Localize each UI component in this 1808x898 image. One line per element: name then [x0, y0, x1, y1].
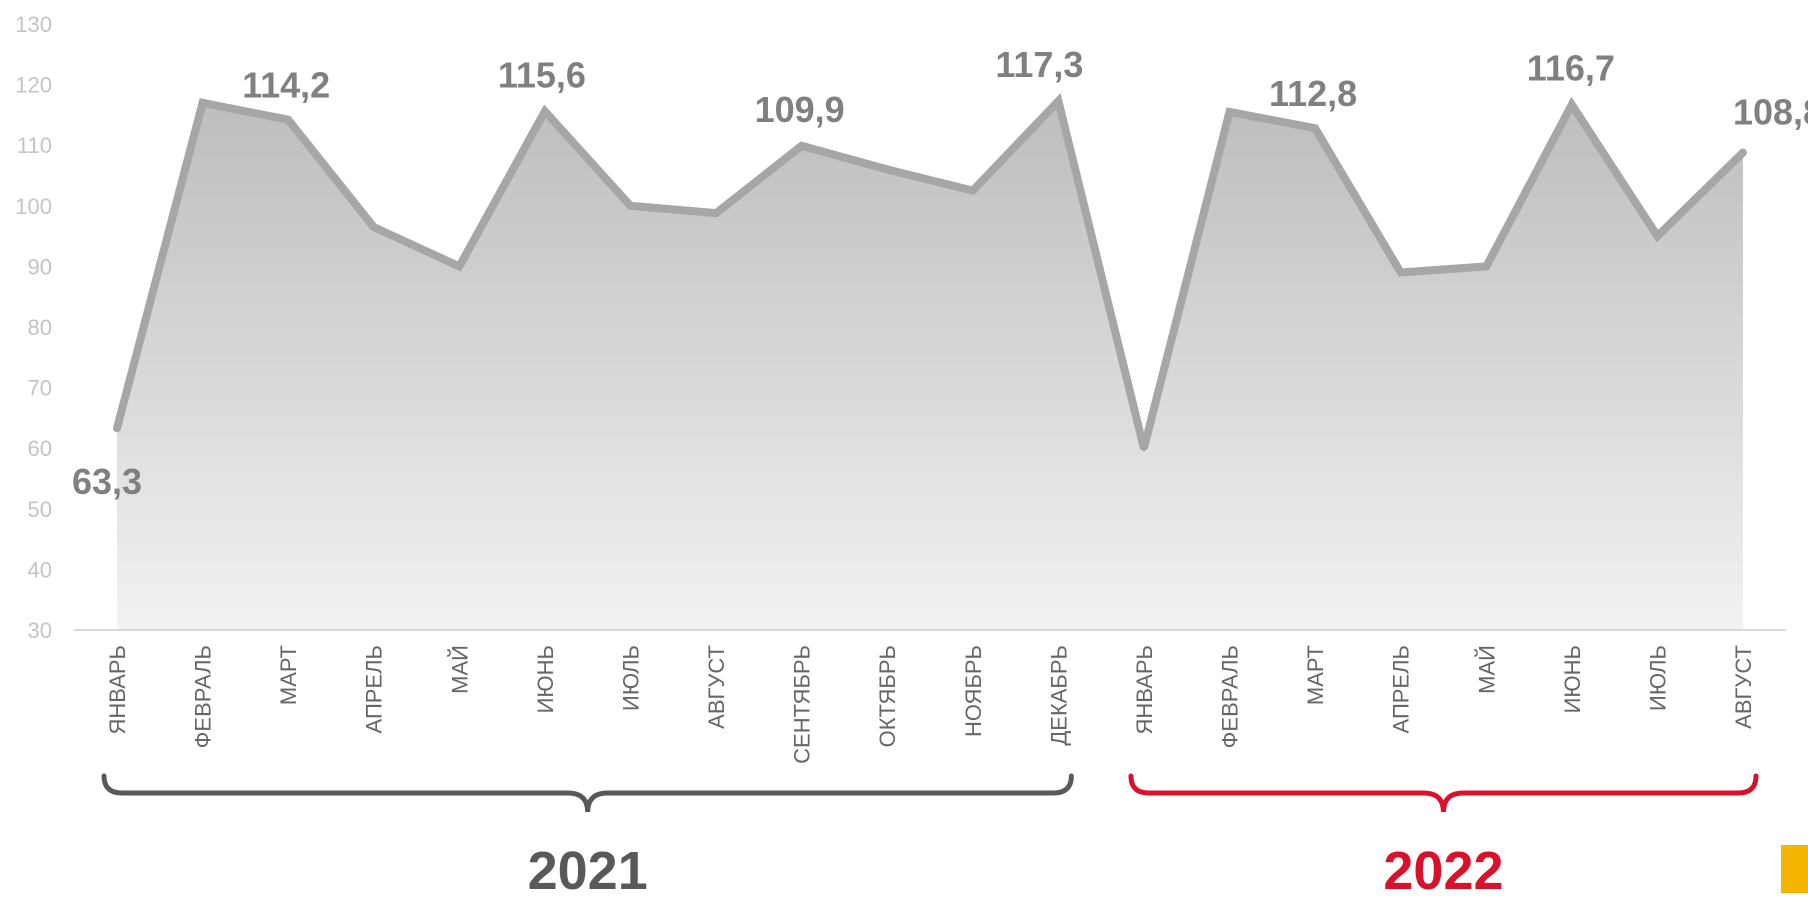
y-tick-label: 110 — [17, 133, 52, 158]
x-tick-label: ОКТЯБРЬ — [875, 645, 900, 747]
x-tick-label: ФЕВРАЛЬ — [191, 645, 216, 748]
data-point — [285, 116, 292, 123]
x-tick-label: МАРТ — [1303, 645, 1328, 705]
data-label: 117,3 — [995, 44, 1083, 85]
x-tick-label: АПРЕЛЬ — [362, 645, 387, 733]
y-tick-label: 50 — [28, 497, 52, 522]
data-point — [1312, 125, 1319, 132]
data-label: 114,2 — [242, 65, 330, 106]
x-tick-label: АВГУСТ — [704, 645, 729, 729]
group-brace — [101, 773, 1074, 813]
data-label: 115,6 — [498, 54, 586, 95]
group-brace — [1128, 773, 1759, 813]
data-point — [1226, 108, 1233, 115]
data-point — [1654, 233, 1661, 240]
data-label: 108,8 — [1733, 91, 1808, 132]
x-tick-label: ИЮЛЬ — [1645, 645, 1670, 711]
y-tick-label: 100 — [15, 194, 52, 219]
x-tick-label: АПРЕЛЬ — [1389, 645, 1414, 733]
group-label: 2021 — [528, 841, 648, 893]
data-point — [969, 187, 976, 194]
x-tick-label: ФЕВРАЛЬ — [1218, 645, 1243, 748]
data-point — [1397, 269, 1404, 276]
year-groups: 2021 2022 — [101, 773, 1759, 898]
data-label: 116,7 — [1527, 48, 1615, 89]
data-point — [798, 142, 805, 149]
data-point — [114, 425, 120, 432]
x-tick-label: МАЙ — [447, 645, 472, 694]
y-tick-label: 80 — [28, 315, 52, 340]
data-point — [1055, 97, 1062, 104]
data-label: 109,9 — [755, 89, 845, 130]
y-tick-label: 90 — [28, 254, 52, 279]
y-tick-label: 40 — [28, 557, 52, 582]
y-axis: 130 120 110 100 90 80 70 60 50 40 30 — [15, 12, 52, 643]
series-area — [117, 101, 1743, 630]
data-point — [1568, 101, 1575, 108]
group-label: 2022 — [1383, 841, 1503, 893]
data-point — [627, 202, 634, 209]
y-tick-label: 120 — [15, 73, 52, 98]
x-tick-label: ЯНВАРЬ — [105, 645, 130, 735]
y-tick-label: 130 — [15, 12, 52, 37]
series-line-layer — [113, 92, 1747, 452]
y-tick-label: 30 — [28, 618, 52, 643]
data-point — [199, 99, 206, 106]
x-tick-label: ИЮЛЬ — [618, 645, 643, 711]
x-tick-label: ДЕКАБРЬ — [1046, 645, 1071, 746]
data-point — [1483, 263, 1490, 270]
area-fill-layer — [117, 101, 1743, 630]
data-labels: 63,3 114,2 115,6 109,9 117,3 112,8 116,7 108,8 — [72, 44, 1808, 502]
data-label: 63,3 — [72, 461, 142, 502]
series-line — [113, 92, 1747, 450]
data-point — [456, 263, 463, 270]
y-tick-label: 60 — [28, 436, 52, 461]
data-point — [1740, 149, 1746, 156]
x-tick-label: ИЮНЬ — [533, 645, 558, 713]
data-point — [541, 108, 548, 115]
data-label: 112,8 — [1269, 73, 1357, 114]
x-tick-label: МАЙ — [1474, 645, 1499, 694]
x-tick-label: АВГУСТ — [1731, 645, 1756, 729]
data-point — [1140, 445, 1147, 452]
data-point — [884, 166, 891, 173]
accent-chip — [1781, 845, 1808, 893]
x-tick-label: ЯНВАРЬ — [1132, 645, 1157, 735]
data-point — [713, 210, 720, 217]
y-tick-label: 70 — [28, 376, 52, 401]
x-tick-label: СЕНТЯБРЬ — [790, 645, 815, 764]
x-tick-label: МАРТ — [276, 645, 301, 705]
data-point — [370, 224, 377, 231]
x-tick-label: ИЮНЬ — [1560, 645, 1585, 713]
x-axis: ЯНВАРЬ ФЕВРАЛЬ МАРТ АПРЕЛЬ МАЙ ИЮНЬ ИЮЛЬ АВГУСТ… — [105, 645, 1756, 764]
x-tick-label: НОЯБРЬ — [961, 645, 986, 737]
